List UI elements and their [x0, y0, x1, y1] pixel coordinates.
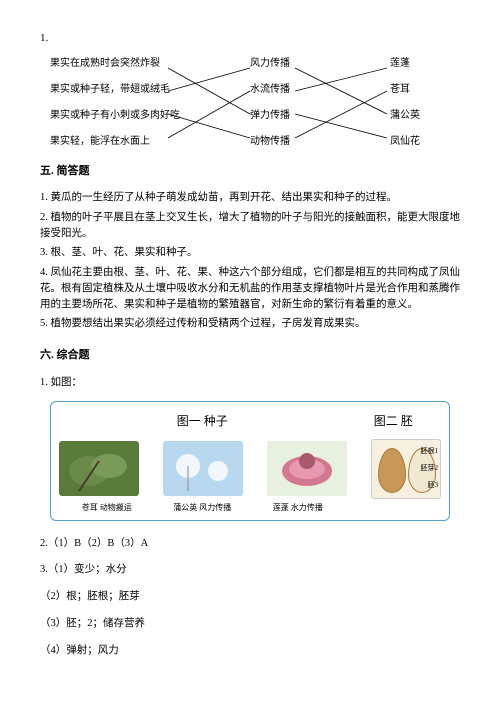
- figure-img-embryo: 胚根1 胚芽2 胚3: [371, 439, 441, 499]
- fig-label: [346, 502, 442, 515]
- answer-item: （4）弹射；风力: [40, 643, 460, 660]
- match-mid-item: 水流传播: [250, 84, 300, 96]
- answer-item: 4. 凤仙花主要由根、茎、叶、花、果、种这六个部分组成，它们都是相互的共同构成了…: [40, 265, 460, 312]
- answer-item: （2）根；胚根；胚芽: [40, 589, 460, 606]
- answer-item: 1. 黄瓜的一生经历了从种子萌发成幼苗，再到开花、结出果实和种子的过程。: [40, 190, 460, 206]
- figure-title-1: 图一 种子: [59, 412, 346, 431]
- match-mid-item: 风力传播: [250, 58, 300, 70]
- match-left-item: 果实轻，能浮在水面上: [50, 136, 170, 148]
- embryo-label: 胚芽2: [421, 465, 439, 472]
- fig-label: 莲蓬 水力传播: [250, 502, 346, 515]
- answer-item: 5. 植物要想结出果实必须经过传粉和受精两个过程，子房发育成果实。: [40, 316, 460, 332]
- answer-item: 2.（1）B（2）B（3）A: [40, 536, 460, 553]
- figure-labels: 苍耳 动物搬运 蒲公英 风力传播 莲蓬 水力传播: [59, 502, 441, 515]
- fig-label: 蒲公英 风力传播: [155, 502, 251, 515]
- embryo-label: 胚3: [428, 482, 439, 489]
- answer-item: 3. 根、茎、叶、花、果实和种子。: [40, 245, 460, 261]
- section-5-answers: 1. 黄瓜的一生经历了从种子萌发成幼苗，再到开花、结出果实和种子的过程。 2. …: [40, 190, 460, 332]
- question-6-1: 1. 如图：: [40, 375, 460, 391]
- answer-item: 2. 植物的叶子平展且在茎上交叉生长，增大了植物的叶子与阳光的接触面积，能更大限…: [40, 210, 460, 242]
- match-right-item: 蒲公英: [390, 110, 440, 122]
- section-6-sub-answers: 2.（1）B（2）B（3）A 3.（1）变少；水分 （2）根；胚根；胚芽 （3）…: [40, 536, 460, 660]
- match-mid-item: 动物传播: [250, 136, 300, 148]
- match-left-item: 果实或种子轻，带翅或绒毛: [50, 84, 170, 96]
- section-5-title: 五. 简答题: [40, 163, 460, 181]
- match-mid-item: 弹力传播: [250, 110, 300, 122]
- embryo-label: 胚根1: [421, 448, 439, 455]
- match-right-item: 凤仙花: [390, 136, 440, 148]
- section-6-title: 六. 综合题: [40, 347, 460, 365]
- match-right-column: 莲蓬 苍耳 蒲公英 凤仙花: [390, 58, 440, 148]
- question-number: 1.: [40, 30, 460, 48]
- figure-img-2: [163, 441, 243, 496]
- match-right-item: 莲蓬: [390, 58, 440, 70]
- matching-diagram: 果实在成熟时会突然炸裂 果实或种子轻，带翅或绒毛 果实或种子有小刺或多肉好吃 果…: [50, 58, 470, 148]
- figure-title-2: 图二 胚: [346, 412, 442, 431]
- answer-item: 3.（1）变少；水分: [40, 562, 460, 579]
- match-left-column: 果实在成熟时会突然炸裂 果实或种子轻，带翅或绒毛 果实或种子有小刺或多肉好吃 果…: [50, 58, 170, 148]
- match-mid-column: 风力传播 水流传播 弹力传播 动物传播: [250, 58, 300, 148]
- match-right-item: 苍耳: [390, 84, 440, 96]
- match-left-item: 果实或种子有小刺或多肉好吃: [50, 110, 170, 122]
- figure-img-1: [59, 441, 139, 496]
- figure-box: 图一 种子 图二 胚 胚根1 胚芽2 胚3 苍耳 动物搬运 蒲公英 风力传播 莲…: [50, 401, 450, 521]
- figure-img-3: [267, 441, 347, 496]
- figure-titles: 图一 种子 图二 胚: [59, 412, 441, 431]
- fig-label: 苍耳 动物搬运: [59, 502, 155, 515]
- match-left-item: 果实在成熟时会突然炸裂: [50, 58, 170, 70]
- answer-item: （3）胚；2；储存营养: [40, 616, 460, 633]
- figure-images: 胚根1 胚芽2 胚3: [59, 439, 441, 499]
